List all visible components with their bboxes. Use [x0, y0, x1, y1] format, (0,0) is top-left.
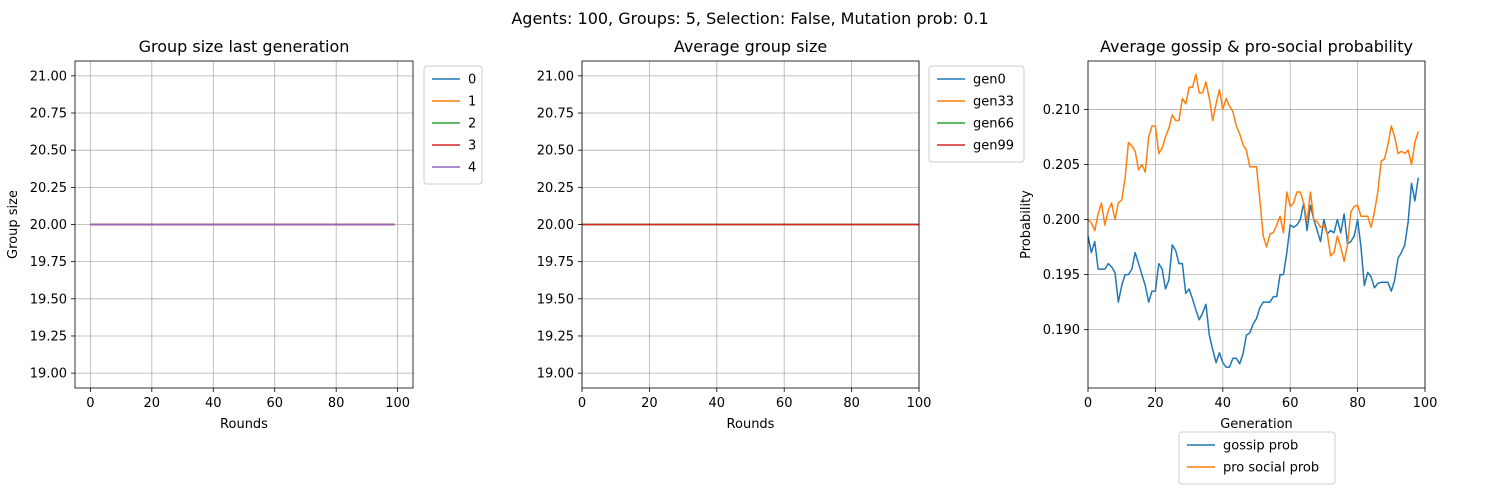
x-tick-label: 60: [776, 396, 793, 411]
figure-suptitle: Agents: 100, Groups: 5, Selection: False…: [511, 9, 988, 28]
y-tick-label: 20.25: [30, 181, 67, 196]
y-tick-label: 20.75: [30, 107, 67, 122]
chart-title: Group size last generation: [139, 37, 350, 56]
x-tick-label: 40: [1215, 396, 1232, 411]
y-tick-label: 19.00: [537, 367, 574, 382]
x-tick-label: 100: [385, 396, 410, 411]
y-tick-label: 20.75: [537, 107, 574, 122]
legend-label: gen99: [973, 139, 1014, 154]
legend-label: pro social prob: [1223, 461, 1319, 476]
y-tick-label: 19.75: [537, 255, 574, 270]
x-tick-label: 0: [1084, 396, 1092, 411]
x-axis-label: Generation: [1220, 417, 1293, 432]
x-tick-label: 40: [205, 396, 222, 411]
y-axis-label: Group size: [6, 190, 21, 259]
legend-label: gen66: [973, 117, 1014, 132]
legend-box: [423, 65, 483, 185]
legend: gen0 gen33 gen66 gen99: [928, 65, 1025, 163]
y-tick-label: 19.25: [537, 329, 574, 344]
x-tick-label: 80: [328, 396, 345, 411]
legend-label: 3: [468, 139, 476, 154]
legend-box: [1178, 431, 1336, 485]
x-tick-label: 40: [709, 396, 726, 411]
x-tick-label: 20: [144, 396, 161, 411]
axes-frame: [1087, 60, 1426, 389]
x-tick-label: 0: [578, 396, 586, 411]
series-line-pro-social-prob: [1087, 73, 1419, 263]
y-tick-label: 0.190: [1043, 323, 1080, 338]
y-tick-label: 20.50: [537, 144, 574, 159]
legend: gossip prob pro social prob: [1178, 431, 1336, 485]
x-tick-label: 60: [266, 396, 283, 411]
x-tick-label: 0: [86, 396, 94, 411]
x-tick-label: 20: [641, 396, 658, 411]
y-tick-label: 20.00: [537, 218, 574, 233]
legend-label: 1: [468, 95, 476, 110]
y-tick-label: 20.25: [537, 181, 574, 196]
legend-label: 0: [468, 73, 476, 88]
x-tick-label: 100: [907, 396, 932, 411]
chart-title: Average gossip & pro-social probability: [1100, 37, 1413, 56]
x-tick-label: 80: [1349, 396, 1366, 411]
y-tick-label: 19.50: [30, 292, 67, 307]
y-tick-label: 19.00: [30, 367, 67, 382]
y-tick-label: 0.205: [1043, 158, 1080, 173]
x-axis-label: Rounds: [727, 417, 775, 432]
legend-label: 2: [468, 117, 476, 132]
y-tick-label: 21.00: [30, 69, 67, 84]
y-tick-label: 19.50: [537, 292, 574, 307]
legend-box: [928, 65, 1025, 163]
x-axis-label: Rounds: [220, 417, 268, 432]
y-tick-label: 21.00: [537, 69, 574, 84]
y-tick-label: 20.50: [30, 144, 67, 159]
legend-label: gen33: [973, 95, 1014, 110]
chart-panel-2: 0 20 40 60 80 100 19.00 19.25 19.50 19.75 20.00 20.…: [537, 37, 1025, 432]
legend: 0 1 2 3 4: [423, 65, 483, 185]
y-axis-label: Probability: [1019, 190, 1034, 259]
series-line-gossip-prob: [1087, 177, 1420, 368]
x-tick-label: 100: [1413, 396, 1438, 411]
x-tick-label: 20: [1147, 396, 1164, 411]
chart-panel-3: 0 20 40 60 80 100 0.190 0.195 0.200 0.205 0.210 Ave…: [1019, 37, 1438, 485]
y-tick-label: 20.00: [30, 218, 67, 233]
legend-label: 4: [468, 161, 476, 176]
x-tick-label: 80: [843, 396, 860, 411]
legend-label: gossip prob: [1223, 439, 1298, 454]
y-tick-label: 19.25: [30, 329, 67, 344]
y-tick-label: 0.210: [1043, 103, 1080, 118]
y-tick-label: 0.195: [1043, 268, 1080, 283]
x-tick-label: 60: [1282, 396, 1299, 411]
chart-panel-1: 0 20 40 60 80 10019.0019.2519.5019.7520.0020.…: [6, 37, 483, 432]
y-tick-label: 0.200: [1043, 213, 1080, 228]
legend-label: gen0: [973, 73, 1006, 88]
y-tick-label: 19.75: [30, 255, 67, 270]
chart-title: Average group size: [674, 37, 827, 56]
